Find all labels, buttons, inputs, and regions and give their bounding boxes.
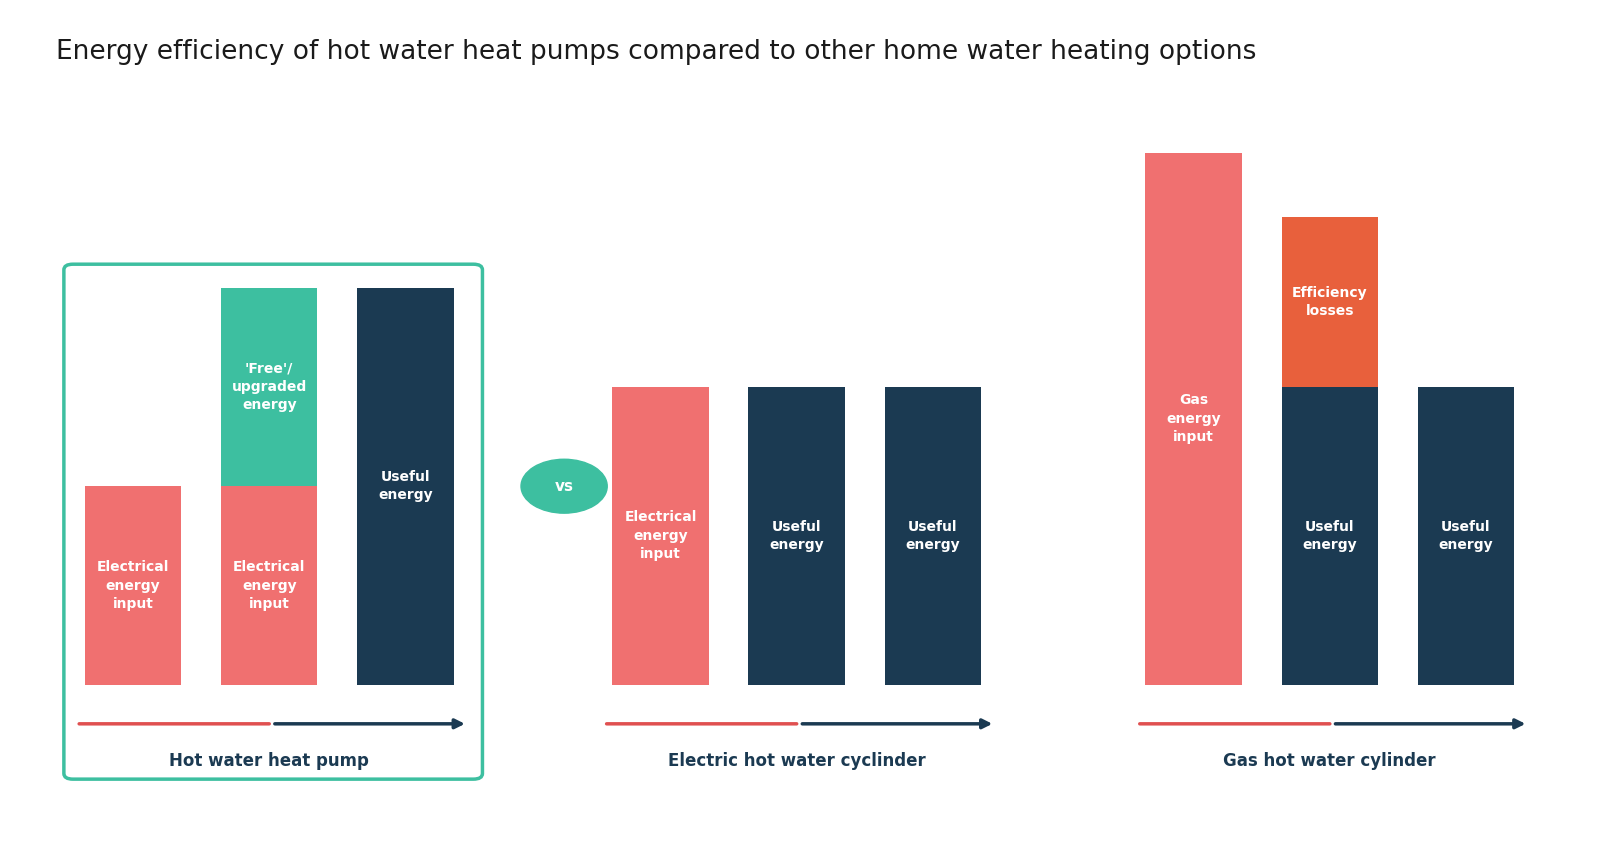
Text: Electrical
energy
input: Electrical energy input	[234, 560, 306, 611]
Bar	[221, 486, 317, 685]
Bar	[357, 287, 453, 685]
Bar	[1282, 217, 1378, 387]
Bar	[1418, 387, 1514, 685]
Bar	[749, 387, 845, 685]
Bar	[85, 486, 181, 685]
Text: vs: vs	[555, 479, 574, 494]
Text: Useful
energy: Useful energy	[1438, 519, 1493, 552]
Text: Useful
energy: Useful energy	[378, 470, 432, 502]
Text: Electrical
energy
input: Electrical energy input	[624, 511, 696, 562]
Text: Useful
energy: Useful energy	[1302, 519, 1357, 552]
Text: Useful
energy: Useful energy	[770, 519, 824, 552]
Text: Gas
energy
input: Gas energy input	[1166, 393, 1221, 445]
Circle shape	[522, 459, 608, 513]
Bar	[613, 387, 709, 685]
Text: Useful
energy: Useful energy	[906, 519, 960, 552]
Text: Electric hot water cyclinder: Electric hot water cyclinder	[667, 752, 925, 771]
Bar	[885, 387, 981, 685]
Text: 'Free'/
upgraded
energy: 'Free'/ upgraded energy	[232, 361, 307, 412]
Bar	[1282, 387, 1378, 685]
Bar	[221, 287, 317, 486]
Text: Efficiency
losses: Efficiency losses	[1291, 286, 1368, 318]
Bar	[1146, 153, 1242, 685]
Text: Hot water heat pump: Hot water heat pump	[170, 752, 370, 771]
Text: Electrical
energy
input: Electrical energy input	[98, 560, 170, 611]
Text: Gas hot water cylinder: Gas hot water cylinder	[1224, 752, 1437, 771]
Text: Energy efficiency of hot water heat pumps compared to other home water heating o: Energy efficiency of hot water heat pump…	[56, 39, 1256, 64]
